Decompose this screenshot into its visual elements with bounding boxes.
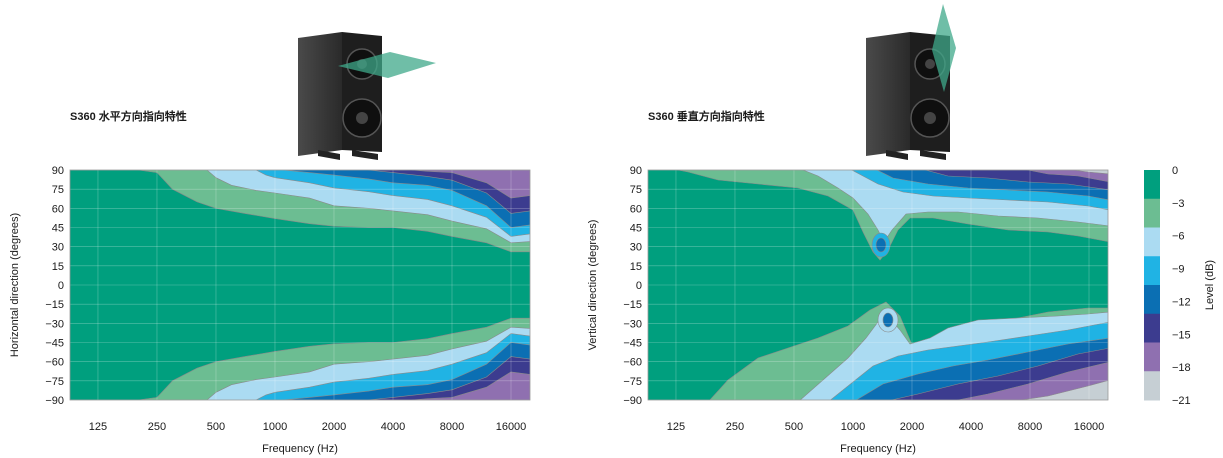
x-tick-label: 16000 [496, 421, 527, 433]
colorbar-tick-label: −9 [1172, 264, 1185, 276]
right-x-axis-label: Frequency (Hz) [840, 443, 916, 455]
colorbar-swatch [1144, 227, 1160, 257]
y-tick-label: 0 [58, 280, 64, 292]
x-tick-label: 8000 [440, 421, 464, 433]
colorbar-tick-label: −18 [1172, 362, 1191, 374]
y-tick-label: 0 [636, 280, 642, 292]
colorbar-tick-label: −15 [1172, 329, 1191, 341]
left-y-axis-label: Horizontal direction (degrees) [9, 213, 21, 357]
x-tick-label: 250 [148, 421, 166, 433]
y-tick-label: −75 [623, 376, 642, 388]
x-tick-label: 2000 [900, 421, 924, 433]
contour-island-top-inner [875, 237, 887, 253]
colorbar-swatch [1144, 313, 1160, 343]
left-chart: 90 75 60 45 30 15 0 −15 −30 −45 −60 −75 −90 125 250 50… [9, 165, 531, 455]
colorbar-swatch [1144, 342, 1160, 372]
contour-band-top-band-18db [411, 170, 530, 199]
contour-island-bottom-inner [882, 312, 894, 328]
colorbar-label: Level (dB) [1204, 260, 1216, 310]
right-contour-plot [648, 170, 1108, 400]
y-tick-label: −45 [45, 338, 64, 350]
y-tick-label: −60 [45, 357, 64, 369]
left-x-axis-label: Frequency (Hz) [262, 443, 338, 455]
y-tick-label: 60 [630, 203, 642, 215]
colorbar-swatch [1144, 256, 1160, 286]
y-tick-label: 75 [52, 184, 64, 196]
colorbar-tick-label: −12 [1172, 296, 1191, 308]
left-plot-frame [69, 169, 531, 401]
y-tick-label: −90 [623, 395, 642, 407]
y-tick-label: −75 [45, 376, 64, 388]
x-tick-label: 125 [667, 421, 685, 433]
x-tick-label: 500 [207, 421, 225, 433]
y-tick-label: 30 [630, 242, 642, 254]
speaker-vertical-dispersion-illustration [866, 4, 956, 160]
right-plot-frame [647, 169, 1109, 401]
y-tick-label: −15 [623, 299, 642, 311]
x-tick-label: 4000 [381, 421, 405, 433]
colorbar-swatch [1144, 371, 1160, 401]
y-tick-label: 15 [52, 261, 64, 273]
y-tick-label: −30 [623, 318, 642, 330]
y-tick-label: −15 [45, 299, 64, 311]
colorbar-tick-label: 0 [1172, 165, 1178, 177]
y-tick-label: 90 [630, 165, 642, 177]
y-tick-label: −60 [623, 357, 642, 369]
y-tick-label: −90 [45, 395, 64, 407]
left-contour-plot [70, 170, 530, 400]
x-tick-label: 500 [785, 421, 803, 433]
x-tick-label: 2000 [322, 421, 346, 433]
colorbar-tick-label: −6 [1172, 231, 1185, 243]
y-tick-label: −45 [623, 338, 642, 350]
contour-band-top-18db [1026, 170, 1108, 182]
right-y-axis-label: Vertical direction (degrees) [587, 220, 599, 351]
right-chart: 90 75 60 45 30 15 0 −15 −30 −45 −60 −75 −90 125 250 50… [587, 165, 1109, 455]
y-tick-label: 45 [52, 223, 64, 235]
colorbar-tick-label: −3 [1172, 198, 1185, 210]
y-tick-label: −30 [45, 318, 64, 330]
x-tick-label: 16000 [1074, 421, 1105, 433]
y-tick-label: 30 [52, 242, 64, 254]
x-tick-label: 250 [726, 421, 744, 433]
speaker-horizontal-dispersion-illustration [298, 32, 436, 160]
x-tick-label: 125 [89, 421, 107, 433]
colorbar: 0 −3 −6 −9 −12 −15 −18 −21 [1144, 165, 1191, 407]
contour-band-top-21db [1070, 170, 1108, 175]
colorbar-swatch [1144, 285, 1160, 315]
colorbar-tick-label: −21 [1172, 395, 1191, 407]
y-tick-label: 60 [52, 203, 64, 215]
left-chart-title: S360 水平方向指向特性 [70, 109, 187, 123]
y-tick-label: 90 [52, 165, 64, 177]
y-tick-label: 45 [630, 223, 642, 235]
y-tick-label: 75 [630, 184, 642, 196]
contour-band-bottom-band-18db [411, 371, 530, 400]
right-chart-title: S360 垂直方向指向特性 [648, 109, 765, 123]
contour-band-bottom-21db [1019, 380, 1108, 400]
x-tick-label: 1000 [263, 421, 287, 433]
x-tick-label: 8000 [1018, 421, 1042, 433]
colorbar-swatch [1144, 198, 1160, 228]
y-tick-label: 15 [630, 261, 642, 273]
x-tick-label: 1000 [841, 421, 865, 433]
colorbar-swatch [1144, 170, 1160, 200]
x-tick-label: 4000 [959, 421, 983, 433]
